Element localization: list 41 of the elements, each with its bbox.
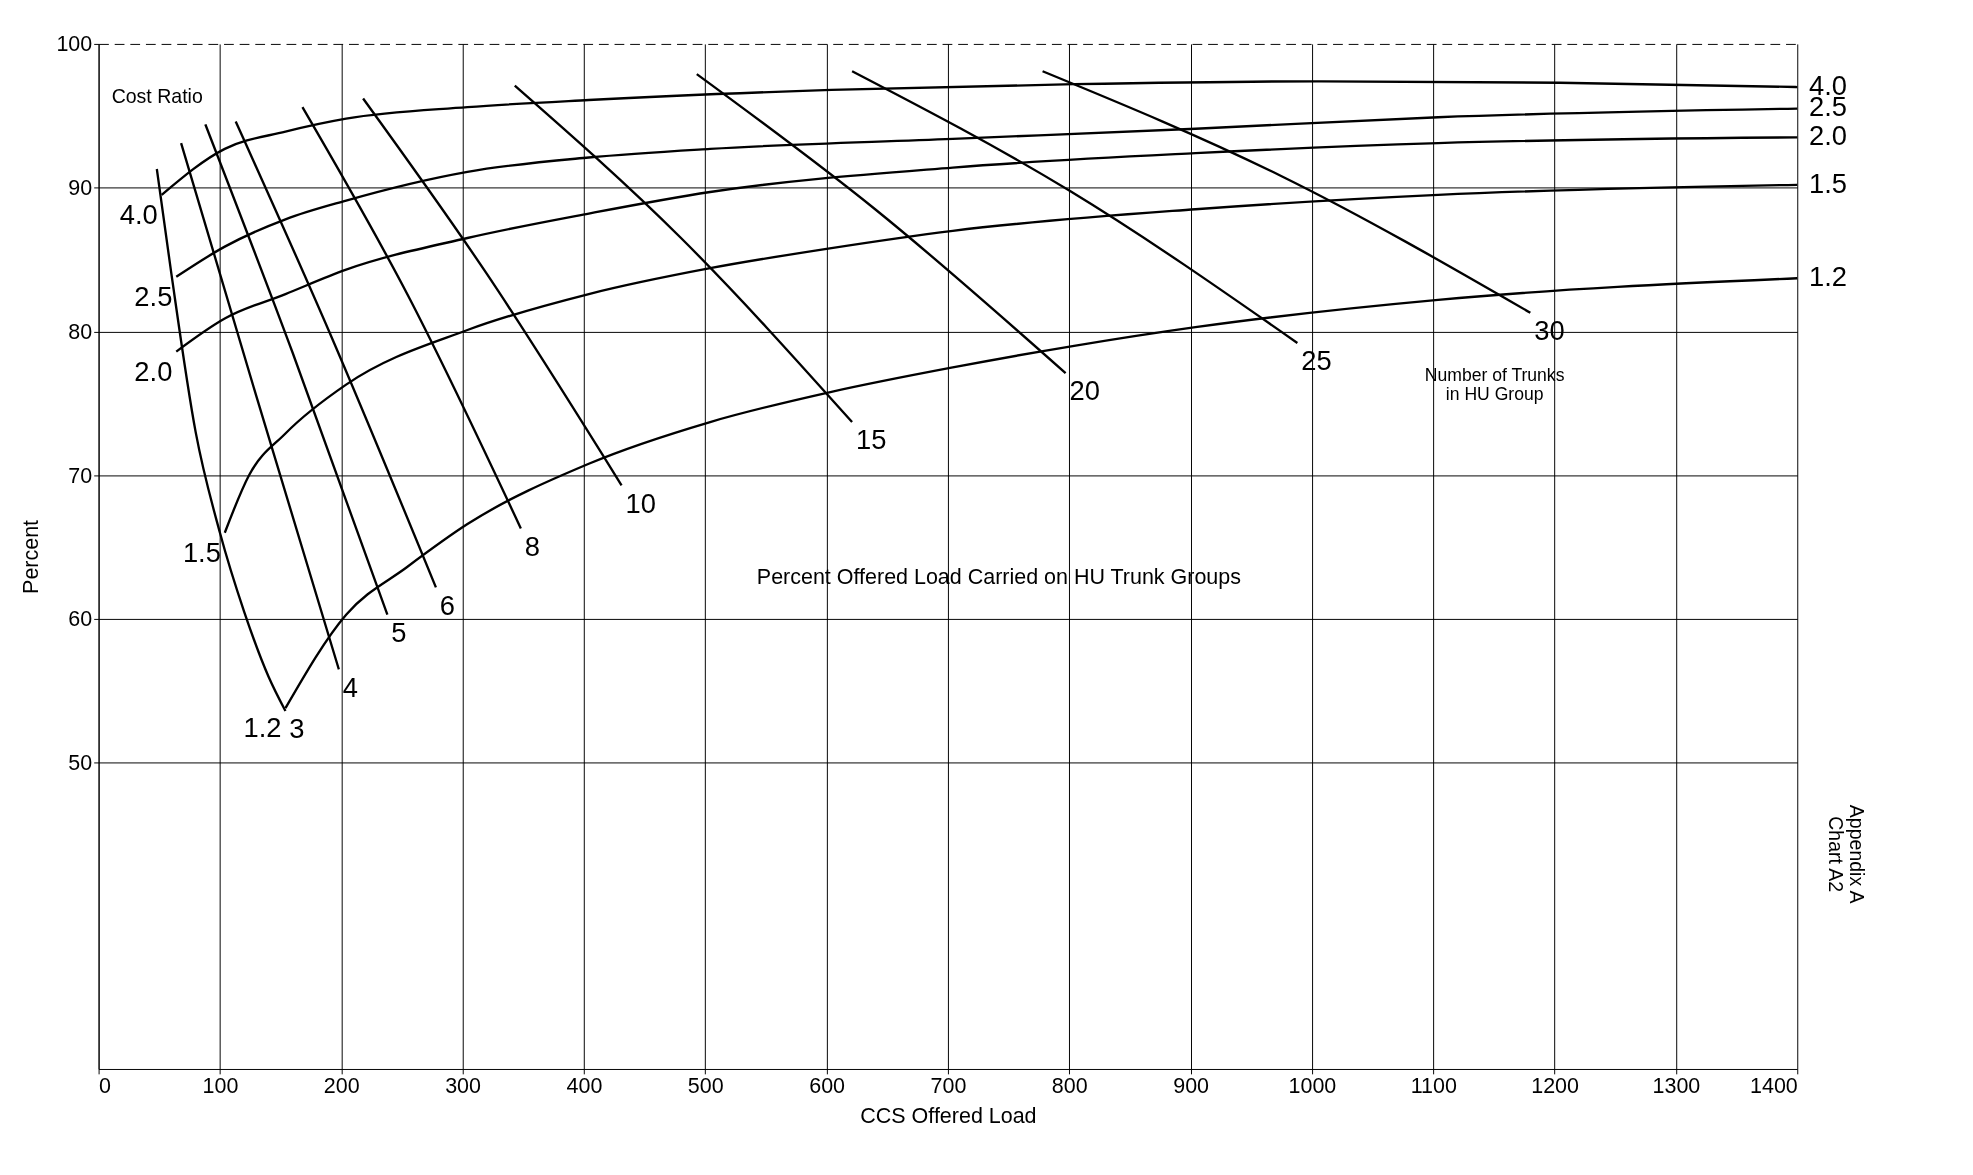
x-tick-label: 800 [1051, 1073, 1088, 1098]
x-tick-label: 600 [809, 1073, 846, 1098]
series-label: 1.5 [182, 537, 221, 569]
x-tick-label: 500 [687, 1073, 724, 1098]
text: 1.5 [1808, 167, 1847, 199]
text: Appendix A Chart A2 [1824, 804, 1868, 904]
x-tick-label: 1200 [1531, 1073, 1580, 1098]
y-tick-label: 60 [68, 607, 93, 632]
x-tick-label: 300 [445, 1073, 482, 1098]
series-label: 4 [342, 671, 358, 703]
x-tick-label: 400 [566, 1073, 603, 1098]
series-label: 2.5 [134, 281, 173, 313]
series-label: 3 [289, 713, 305, 745]
series-label: 10 [625, 487, 656, 519]
x-tick-label: 1300 [1652, 1073, 1701, 1098]
series-label: 4.0 [119, 199, 158, 231]
series-label: 5 [391, 617, 407, 649]
x-tick-label: 200 [323, 1073, 360, 1098]
y-tick-label: 80 [68, 319, 93, 344]
series-label: 15 [855, 424, 887, 456]
series-label: 20 [1069, 375, 1100, 407]
y-axis-title: Percent [18, 519, 43, 594]
x-tick-label: 1100 [1410, 1073, 1457, 1098]
x-tick-label: 1400 [1750, 1073, 1798, 1098]
y-tick-label: 90 [68, 176, 93, 201]
text: 1.2 [1808, 261, 1847, 293]
x-tick-label: 1000 [1288, 1073, 1337, 1098]
x-tick-label: 700 [930, 1073, 967, 1098]
y-tick-label: 50 [68, 751, 93, 776]
y-tick-label: 70 [68, 463, 93, 488]
x-tick-label: 100 [202, 1073, 239, 1098]
y-tick-label: 100 [56, 32, 93, 57]
text: 2.0 [1808, 120, 1847, 152]
x-tick-label: 0 [99, 1073, 112, 1098]
x-axis-title: CCS Offered Load [860, 1104, 1037, 1129]
series-label: 1.2 [243, 712, 282, 744]
annotation: Cost Ratio [111, 85, 203, 108]
x-tick-label: 900 [1173, 1073, 1210, 1098]
series-label: 8 [524, 530, 540, 562]
series-label: 6 [439, 589, 456, 621]
series-label: 2.0 [134, 355, 173, 387]
